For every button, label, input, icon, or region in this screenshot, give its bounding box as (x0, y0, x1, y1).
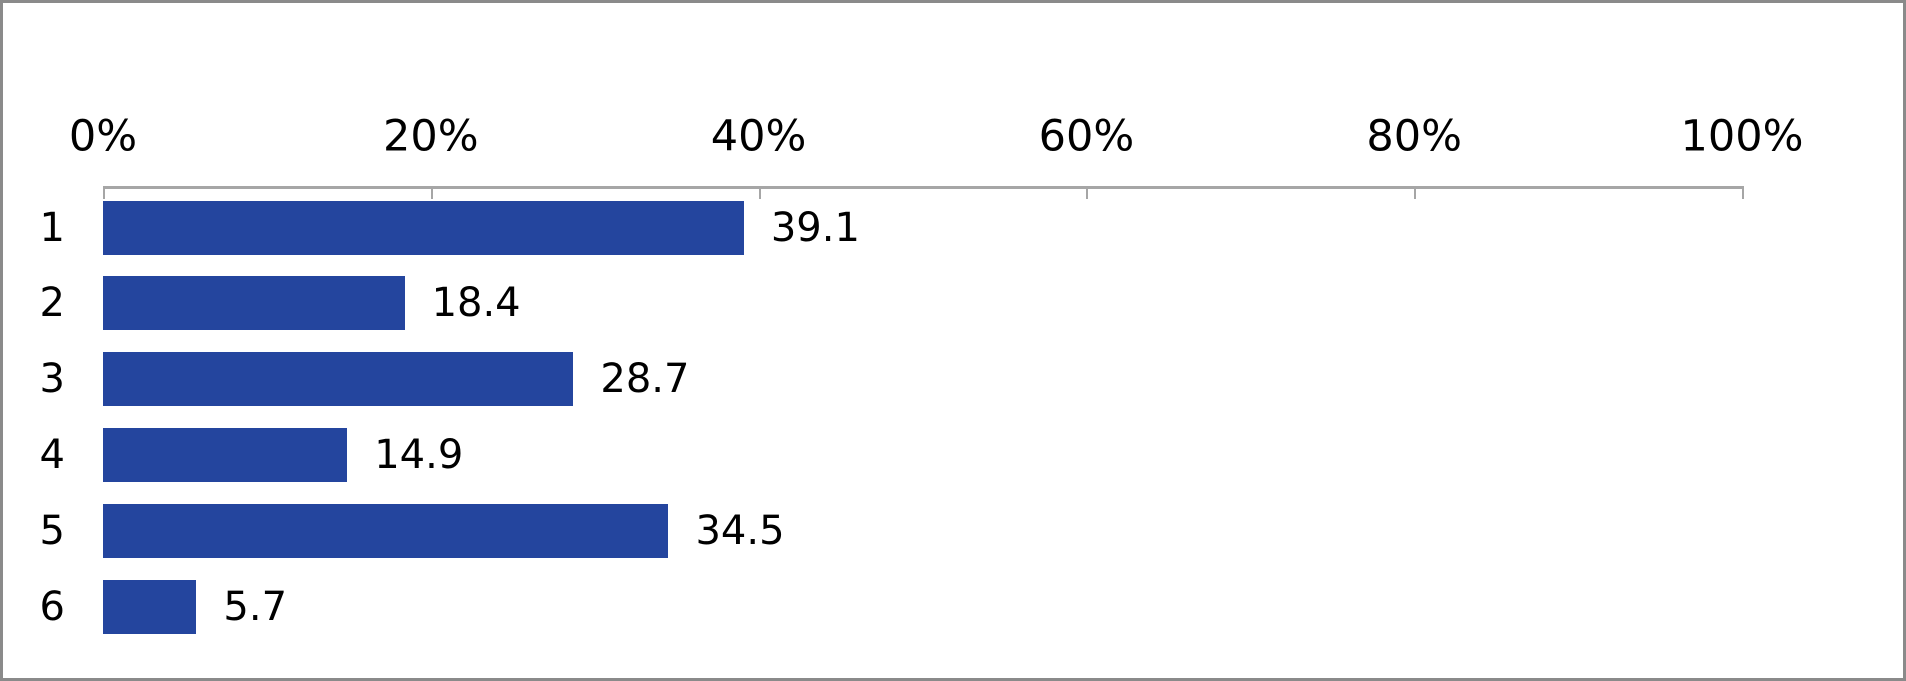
category-label: 5 (39, 507, 65, 554)
category-label: 6 (39, 583, 65, 630)
x-tick-mark (1414, 189, 1417, 199)
x-tick-mark (1086, 189, 1089, 199)
x-tick-mark (758, 189, 761, 199)
bar-chart: 0% 20% 40% 60% 80% 100% 1 39.1 2 18.4 3 28.7 4 14.9 5… (3, 3, 1903, 678)
bar (103, 276, 405, 331)
x-tick-label: 40% (710, 111, 807, 162)
value-label: 39.1 (770, 204, 860, 251)
x-tick-label: 0% (68, 111, 138, 162)
category-label: 4 (39, 431, 65, 478)
x-tick-label: 80% (1366, 111, 1462, 162)
value-label: 18.4 (431, 280, 521, 327)
x-axis-line (103, 186, 1744, 189)
bar (103, 200, 744, 255)
bar (103, 352, 574, 407)
x-tick-label: 20% (383, 111, 479, 162)
category-label: 1 (39, 204, 65, 251)
value-label: 28.7 (600, 356, 690, 403)
bar (103, 503, 669, 558)
bar (103, 579, 197, 634)
x-tick-mark (103, 189, 105, 199)
value-label: 5.7 (223, 583, 288, 630)
value-label: 14.9 (374, 431, 464, 478)
x-tick-mark (430, 189, 433, 199)
bar (103, 427, 348, 482)
x-tick-mark (1742, 189, 1744, 199)
category-label: 2 (39, 280, 65, 327)
value-label: 34.5 (695, 507, 785, 554)
x-tick-label: 100% (1680, 111, 1804, 162)
x-tick-label: 60% (1038, 111, 1135, 162)
category-label: 3 (39, 356, 65, 403)
